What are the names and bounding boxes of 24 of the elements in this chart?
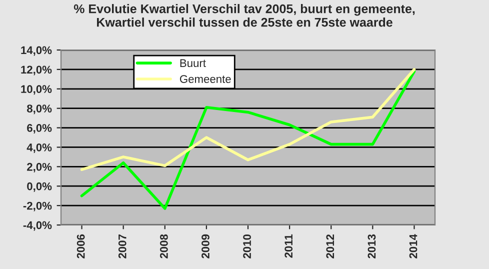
- y-tick-label: 14,0%: [21, 46, 52, 56]
- y-tick-label: 0,0%: [27, 182, 52, 192]
- y-tick-label: -4,0%: [23, 221, 52, 231]
- x-tick-label: 2012: [326, 234, 334, 258]
- chart-title: % Evolutie Kwartiel Verschil tav 2005, buurt en gemeente, Kwartiel verschil tussen de 25ste en 75ste waarde: [74, 4, 415, 27]
- y-tick-label: 10,0%: [21, 85, 52, 95]
- y-tick-label: 6,0%: [27, 124, 52, 134]
- y-tick-label: 12,0%: [21, 66, 52, 76]
- line-series: [80, 68, 416, 171]
- legend-label: Buurt: [180, 59, 206, 68]
- x-tick-label: 2007: [118, 234, 126, 258]
- x-tick-label: 2006: [76, 234, 85, 258]
- x-tick-label: 2013: [368, 234, 376, 258]
- legend-label: Gemeente: [180, 75, 231, 83]
- x-tick-label: 2010: [243, 234, 251, 258]
- y-tick-label: 2,0%: [27, 162, 52, 172]
- x-tick-label: 2014: [409, 234, 418, 258]
- x-tick-label: 2009: [202, 234, 210, 258]
- line-series: [80, 70, 416, 210]
- y-tick-label: 4,0%: [26, 143, 52, 153]
- y-tick-label: -2,0%: [23, 202, 52, 212]
- x-tick-label: 2011: [284, 234, 293, 258]
- y-tick-label: 8,0%: [27, 104, 52, 114]
- x-tick-label: 2008: [160, 234, 168, 258]
